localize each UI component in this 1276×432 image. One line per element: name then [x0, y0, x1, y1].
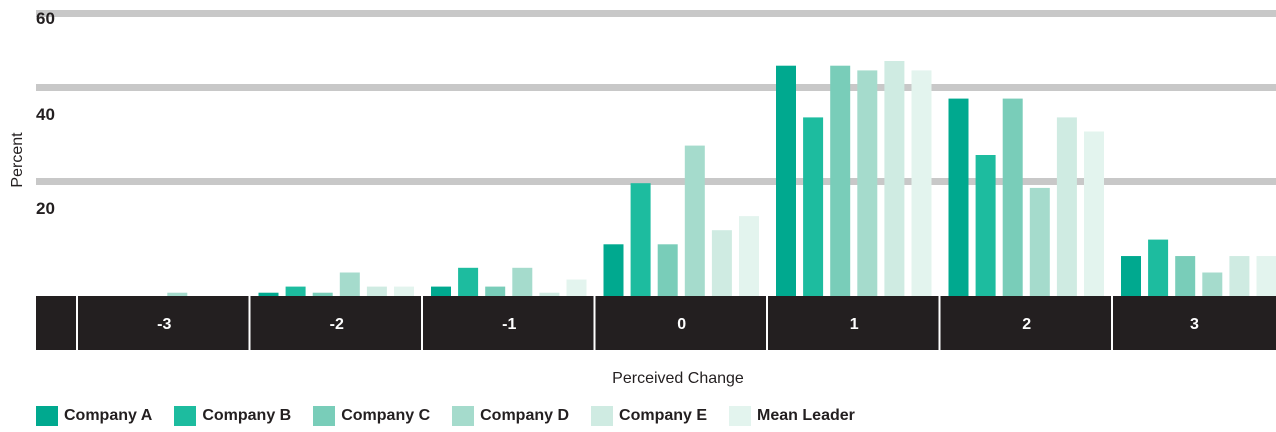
legend: Company A Company B Company C Company D Comp… [36, 406, 877, 426]
legend-label: Company A [64, 407, 153, 424]
bar-company-a--1 [431, 286, 451, 296]
legend-swatch [313, 406, 336, 426]
x-tick-label: 0 [677, 316, 686, 333]
bar-mean-leader-1 [911, 70, 932, 297]
bar-company-e-2 [1056, 117, 1077, 297]
x-tick-label: 3 [1190, 316, 1199, 333]
bar-company-a-1 [776, 65, 796, 296]
bar-company-c--2 [312, 292, 333, 296]
bar-company-b-3 [1148, 239, 1169, 296]
y-tick-label: 60 [36, 9, 55, 28]
legend-item: Mean Leader [729, 406, 855, 426]
legend-item: Company E [591, 406, 707, 426]
category-divider [248, 296, 251, 350]
bar-company-a-3 [1121, 256, 1141, 296]
bar-company-b--1 [458, 267, 479, 296]
category-divider [76, 296, 78, 350]
y-axis-title: Percent [9, 132, 26, 188]
bar-company-e--2 [366, 286, 387, 296]
bar-mean-leader-3 [1256, 256, 1276, 296]
category-divider [421, 296, 423, 350]
legend-item: Company D [452, 406, 569, 426]
legend-item: Company A [36, 406, 152, 426]
bar-company-d-2 [1029, 187, 1050, 296]
bar-company-c-0 [657, 244, 678, 296]
x-tick-label: -2 [330, 316, 344, 333]
x-axis-band: -3 -2 -1 0 1 2 3 [36, 296, 1276, 350]
legend-swatch [452, 406, 475, 426]
bar-company-e--1 [539, 292, 560, 296]
legend-label: Company B [202, 407, 292, 424]
legend-label: Company C [341, 407, 431, 424]
bar-company-b-1 [803, 117, 824, 297]
bar-mean-leader--1 [566, 279, 587, 296]
bar-company-a-2 [948, 98, 969, 296]
y-tick-label: 40 [36, 105, 55, 124]
bar-company-c-2 [1002, 98, 1023, 296]
bar-company-d--2 [339, 272, 360, 296]
bar-company-d-3 [1202, 272, 1223, 296]
x-tick-label: 1 [850, 316, 859, 333]
legend-label: Company E [619, 407, 708, 424]
bar-company-a--2 [258, 292, 279, 296]
bars [167, 61, 1276, 297]
bar-mean-leader-0 [739, 216, 759, 296]
legend-swatch [591, 406, 614, 426]
category-band [36, 296, 1276, 350]
bar-company-c--1 [485, 286, 506, 296]
bar-company-e-1 [884, 61, 905, 296]
bar-company-d--1 [512, 267, 533, 296]
category-divider [938, 296, 941, 350]
bar-company-c-1 [830, 65, 851, 296]
y-axis-ticks: 20 40 60 [36, 9, 55, 218]
bar-company-d-1 [857, 70, 878, 297]
x-tick-label: 2 [1022, 316, 1031, 333]
bar-company-b-0 [630, 183, 651, 296]
legend-label: Mean Leader [757, 407, 855, 424]
legend-item: Company B [174, 406, 291, 426]
x-axis-title: Perceived Change [612, 370, 744, 387]
category-divider [1111, 296, 1113, 350]
bar-company-b--2 [285, 286, 306, 296]
legend-swatch [729, 406, 752, 426]
bar-company-d-0 [684, 145, 705, 296]
gridline [36, 84, 1276, 91]
legend-item: Company C [313, 406, 430, 426]
bar-company-e-0 [711, 230, 732, 296]
legend-swatch [36, 406, 58, 426]
gridline [36, 178, 1276, 185]
bar-company-e-3 [1229, 256, 1250, 296]
x-tick-label: -3 [157, 316, 171, 333]
bar-company-a-0 [603, 244, 624, 296]
category-divider [593, 296, 596, 350]
gridline [36, 10, 1276, 17]
bar-chart: 20 40 60 -3 -2 -1 0 1 2 3 Percent Perceived Chan… [9, 9, 1276, 387]
bar-company-d--3 [167, 292, 188, 296]
bar-mean-leader-2 [1084, 131, 1104, 296]
bar-mean-leader--2 [394, 286, 414, 296]
bar-company-b-2 [975, 155, 996, 296]
legend-label: Company D [480, 407, 570, 424]
category-divider [766, 296, 768, 350]
y-tick-label: 20 [36, 199, 55, 218]
x-tick-label: -1 [502, 316, 516, 333]
gridlines [36, 10, 1276, 185]
legend-swatch [174, 406, 197, 426]
bar-company-c-3 [1175, 256, 1196, 296]
